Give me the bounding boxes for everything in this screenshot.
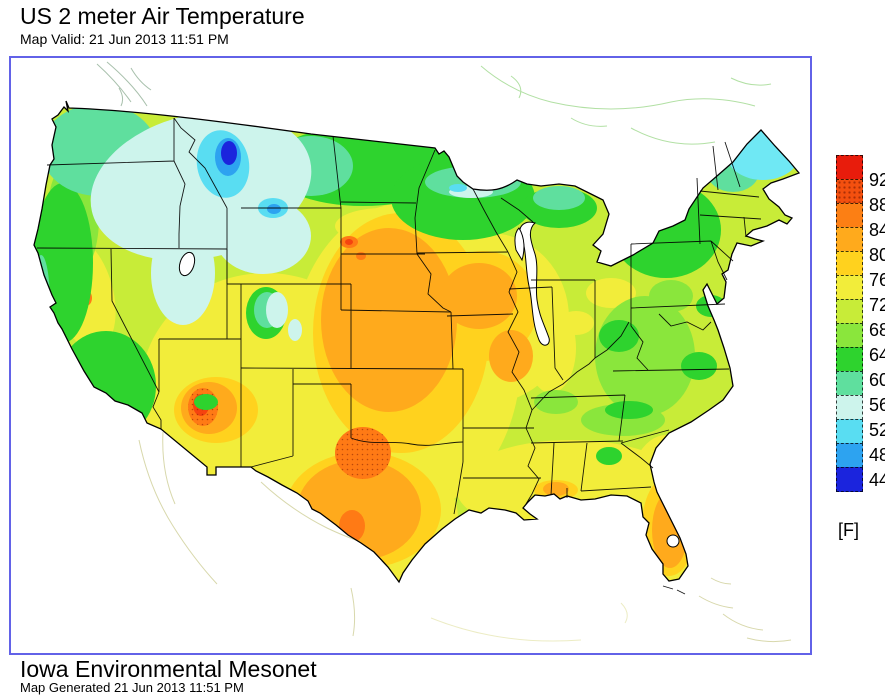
source-organization: Iowa Environmental Mesonet — [20, 656, 317, 682]
map-valid-timestamp: Map Valid: 21 Jun 2013 11:51 PM — [20, 31, 229, 47]
temperature-field — [34, 101, 799, 582]
legend-color-block — [836, 467, 863, 492]
legend-tick-label: 76 — [869, 270, 885, 290]
legend-color-block — [836, 155, 863, 180]
legend-color-block — [836, 203, 863, 228]
legend-tick-label: 52 — [869, 420, 885, 440]
great-salt-lake — [178, 251, 196, 277]
legend-color-block — [836, 227, 863, 252]
legend-tick-label: 68 — [869, 320, 885, 340]
legend-unit-label: [F] — [838, 520, 859, 540]
legend-color-block — [836, 371, 863, 396]
legend-tick-label: 88 — [869, 195, 885, 215]
background-coastlines — [96, 61, 792, 643]
legend-tick-label: 72 — [869, 295, 885, 315]
legend-color-block — [836, 299, 863, 324]
legend-color-block — [836, 347, 863, 372]
legend-bar — [836, 155, 863, 492]
page-title: US 2 meter Air Temperature — [20, 3, 305, 29]
legend-color-block — [836, 395, 863, 420]
legend-tick-label: 48 — [869, 445, 885, 465]
legend-color-block — [836, 275, 863, 300]
legend-color-block — [836, 443, 863, 468]
legend-color-block — [836, 251, 863, 276]
legend-tick-label: 84 — [869, 220, 885, 240]
map-frame — [9, 56, 812, 655]
legend-color-block — [836, 179, 863, 204]
legend-tick-label: 64 — [869, 345, 885, 365]
us-outline — [33, 100, 801, 584]
us-temperature-map — [33, 61, 801, 643]
legend-tick-label: 56 — [869, 395, 885, 415]
lakes — [178, 221, 680, 548]
map-generated-timestamp: Map Generated 21 Jun 2013 11:51 PM — [20, 680, 244, 695]
state-borders — [36, 117, 762, 595]
legend-tick-label: 60 — [869, 370, 885, 390]
legend-color-block — [836, 419, 863, 444]
legend-tick-label: 92 — [869, 170, 885, 190]
green-bay — [514, 227, 525, 262]
legend-tick-label: 80 — [869, 245, 885, 265]
legend-labels: 92 88 84 80 76 72 68 64 60 56 52 48 44 — [869, 156, 885, 516]
lake-okeechobee — [666, 534, 680, 548]
legend-color-block — [836, 323, 863, 348]
legend-tick-label: 44 — [869, 470, 885, 490]
